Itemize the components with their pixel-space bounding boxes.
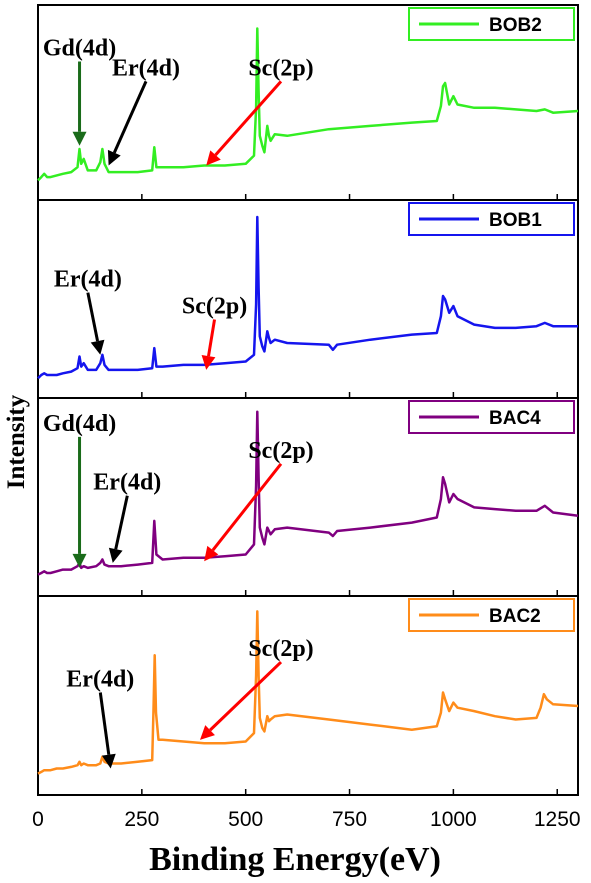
panel-bob2: BOB2 Gd(4d)Er(4d) Sc(2p)	[37, 4, 579, 201]
legend-bac2: BAC2	[408, 598, 575, 632]
legend-label: BOB2	[489, 15, 542, 36]
annotation-label: Sc(2p)	[248, 636, 313, 662]
annotation-arrow-shaft	[98, 692, 111, 755]
annotation-er4d: Er(4d)	[107, 55, 180, 166]
spectrum-line-bac4	[37, 410, 579, 576]
x-axis-title: Binding Energy(eV)	[149, 841, 441, 878]
annotation-label: Sc(2p)	[248, 55, 313, 81]
panel-bac2: BAC2 Er(4d) Sc(2p)	[37, 595, 579, 796]
legend-bob2: BOB2	[408, 7, 575, 41]
annotation-er4d: Er(4d)	[66, 667, 134, 769]
annotation-arrow-head	[101, 753, 116, 769]
annotation-gd4d: Gd(4d)	[43, 411, 116, 568]
annotation-er4d: Er(4d)	[54, 267, 122, 355]
annotation-label: Gd(4d)	[43, 411, 116, 437]
x-tick-label: 0	[32, 808, 44, 831]
annotation-sc2p: Sc(2p)	[206, 55, 314, 166]
x-tick-label: 750	[332, 808, 367, 831]
x-tick-label: 250	[124, 808, 159, 831]
y-axis-title: Intensity	[3, 394, 30, 489]
legend-bob1: BOB1	[408, 202, 575, 236]
panel-frame-bac2	[37, 595, 579, 796]
annotation-arrow-head	[72, 131, 87, 146]
annotation-arrow-head	[107, 149, 121, 166]
annotation-arrow-head	[201, 354, 216, 370]
annotation-sc2p: Sc(2p)	[182, 294, 247, 370]
annotation-label: Er(4d)	[66, 667, 134, 693]
legend-label: BOB1	[489, 210, 542, 231]
spectrum-line-bac2	[37, 610, 579, 775]
annotation-label: Gd(4d)	[43, 36, 116, 62]
annotation-arrow-head	[204, 545, 219, 562]
annotation-gd4d: Gd(4d)	[43, 36, 116, 146]
annotation-arrow-shaft	[114, 495, 129, 550]
annotation-arrow-shaft	[112, 80, 148, 154]
annotation-arrow-shaft	[209, 660, 283, 732]
annotation-arrow-shaft	[214, 80, 283, 157]
annotation-label: Sc(2p)	[182, 294, 247, 320]
x-tick-label: 1250	[534, 808, 581, 831]
annotation-label: Sc(2p)	[248, 438, 313, 464]
legend-label: BAC4	[489, 408, 541, 429]
annotation-arrow-head	[90, 339, 105, 355]
spectrum-line-bob2	[37, 27, 579, 182]
annotation-label: Er(4d)	[112, 55, 180, 81]
annotation-arrow-shaft	[211, 462, 283, 552]
x-tick-label: 1000	[430, 808, 477, 831]
spectrum-line-bob1	[37, 215, 578, 380]
annotation-arrow-head	[200, 725, 215, 740]
x-tick-label: 500	[228, 808, 263, 831]
panel-bob1: BOB1 Er(4d) Sc(2p)	[37, 199, 579, 399]
annotation-label: Er(4d)	[93, 470, 161, 496]
annotation-arrow-head	[108, 547, 123, 563]
panel-bac4: BAC4 Gd(4d) Er(4d) Sc(2p)	[37, 397, 579, 597]
annotation-arrow-shaft	[86, 292, 100, 342]
x-axis: 0 250 500 750 1000 1250	[32, 808, 580, 831]
annotation-arrow-head	[206, 150, 221, 166]
annotation-arrow-head	[72, 553, 87, 568]
legend-label: BAC2	[489, 606, 541, 627]
annotation-label: Er(4d)	[54, 267, 122, 293]
annotation-arrow-shaft	[207, 319, 217, 357]
annotation-sc2p: Sc(2p)	[200, 636, 314, 740]
annotation-er4d: Er(4d)	[93, 470, 161, 563]
annotation-sc2p: Sc(2p)	[204, 438, 314, 562]
legend-bac4: BAC4	[408, 400, 575, 434]
